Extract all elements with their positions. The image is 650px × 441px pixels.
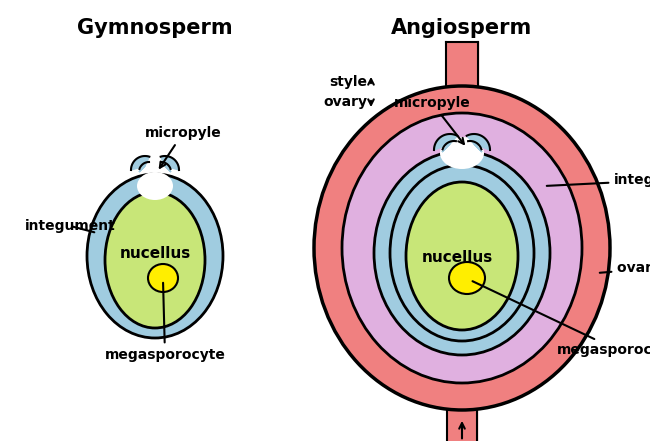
- Polygon shape: [131, 156, 150, 172]
- Text: integument: integument: [25, 219, 116, 233]
- Text: ovary wall: ovary wall: [600, 261, 650, 275]
- Text: Angiosperm: Angiosperm: [391, 18, 532, 38]
- Text: integuments: integuments: [547, 173, 650, 187]
- Polygon shape: [467, 134, 490, 152]
- Text: nucellus: nucellus: [120, 246, 190, 261]
- Ellipse shape: [87, 174, 223, 338]
- Text: Gymnosperm: Gymnosperm: [77, 18, 233, 38]
- Ellipse shape: [342, 113, 582, 383]
- Text: megasporocyte: megasporocyte: [473, 281, 650, 357]
- Ellipse shape: [148, 264, 178, 292]
- Ellipse shape: [374, 151, 550, 355]
- Text: micropyle: micropyle: [394, 96, 471, 144]
- Text: ovary: ovary: [323, 95, 367, 109]
- Text: style: style: [329, 75, 367, 89]
- Polygon shape: [446, 42, 478, 93]
- Text: megasporocyte: megasporocyte: [105, 283, 226, 362]
- Ellipse shape: [449, 262, 485, 294]
- Ellipse shape: [314, 86, 610, 410]
- Ellipse shape: [440, 137, 484, 169]
- Polygon shape: [161, 156, 179, 172]
- Text: funiculus: funiculus: [426, 423, 498, 441]
- Text: micropyle: micropyle: [144, 126, 222, 168]
- Ellipse shape: [390, 165, 534, 341]
- Polygon shape: [434, 134, 457, 152]
- Ellipse shape: [105, 192, 205, 328]
- Ellipse shape: [137, 172, 173, 200]
- Polygon shape: [447, 403, 477, 441]
- Text: nucellus: nucellus: [421, 250, 493, 265]
- Ellipse shape: [406, 182, 518, 330]
